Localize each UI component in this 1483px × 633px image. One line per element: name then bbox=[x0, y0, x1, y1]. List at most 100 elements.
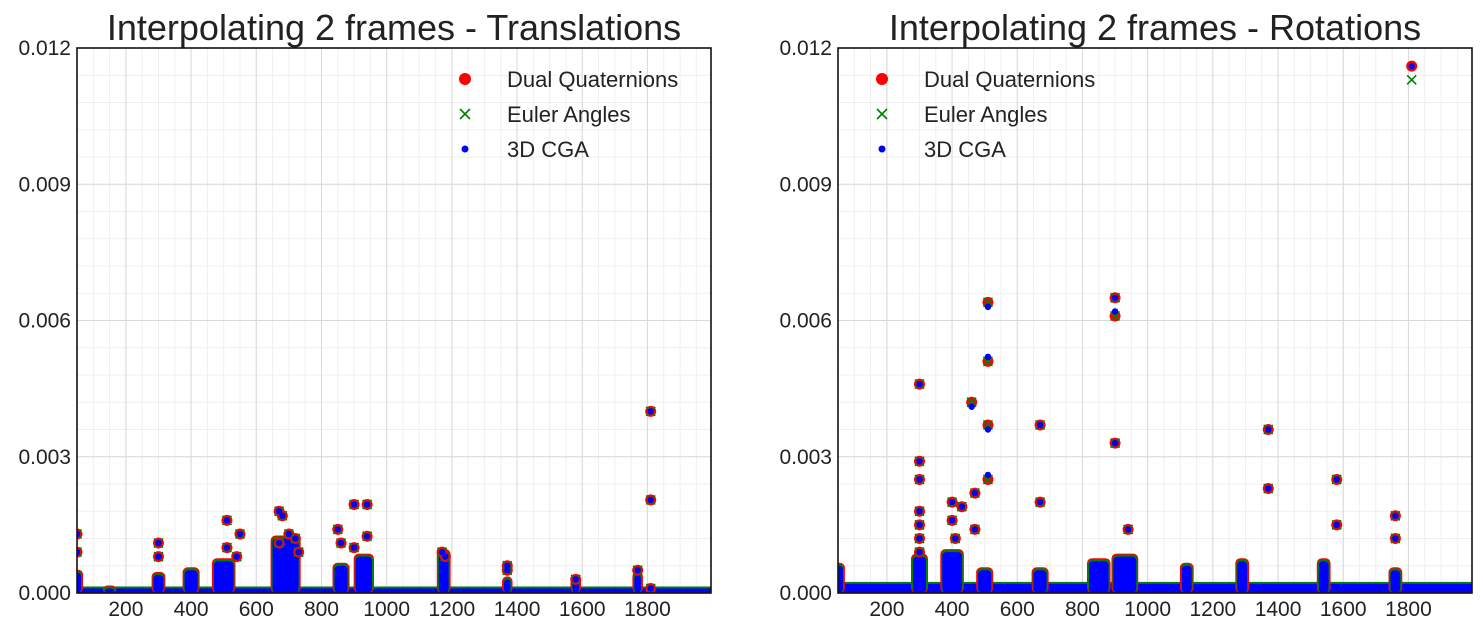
data-points bbox=[913, 60, 1418, 558]
point-3d-cga bbox=[1265, 426, 1272, 433]
point-3d-cga bbox=[292, 535, 299, 542]
point-3d-cga bbox=[958, 503, 966, 510]
point-euler-angles bbox=[77, 528, 83, 540]
y-tick-label: 0.003 bbox=[779, 446, 832, 469]
point-3d-cga bbox=[504, 567, 511, 574]
y-tick-label: 0.000 bbox=[18, 582, 71, 605]
y-tick-label: 0.000 bbox=[779, 582, 832, 605]
cluster-cga bbox=[978, 570, 992, 593]
y-tick-label: 0.012 bbox=[18, 37, 71, 60]
x-tick-label: 600 bbox=[239, 598, 274, 621]
cluster-cga bbox=[213, 561, 234, 593]
translations-panel: Interpolating 2 frames - Translations 20… bbox=[18, 7, 712, 621]
point-3d-cga bbox=[363, 533, 371, 540]
point-3d-cga bbox=[968, 403, 975, 410]
legend-label: Euler Angles bbox=[507, 102, 631, 127]
point-3d-cga bbox=[223, 544, 231, 551]
point-euler-angles bbox=[982, 419, 994, 431]
point-3d-cga bbox=[1265, 485, 1272, 492]
point-3d-cga bbox=[971, 489, 979, 497]
x-tick-label: 1200 bbox=[428, 598, 475, 621]
point-3d-cga bbox=[1036, 498, 1044, 506]
rotations-panel: Interpolating 2 frames - Rotations 200 40… bbox=[779, 7, 1473, 621]
cluster-cga bbox=[912, 556, 927, 593]
point-euler-angles bbox=[77, 547, 83, 558]
point-euler-angles bbox=[982, 297, 994, 308]
y-tick-label: 0.003 bbox=[18, 446, 71, 469]
x-tick-label: 1800 bbox=[1385, 598, 1432, 621]
point-euler-angles bbox=[966, 397, 977, 408]
cluster-cga bbox=[838, 565, 843, 593]
cluster-cga bbox=[438, 552, 449, 593]
y-tick-label: 0.006 bbox=[779, 310, 832, 333]
cluster-cga bbox=[634, 574, 641, 593]
plot-frame bbox=[837, 47, 1473, 594]
cluster-cga bbox=[1390, 570, 1401, 593]
point-3d-cga bbox=[634, 567, 641, 574]
point-3d-cga bbox=[1392, 535, 1399, 542]
x-tick-label: 400 bbox=[935, 598, 970, 621]
point-3d-cga bbox=[916, 458, 923, 465]
point-3d-cga bbox=[350, 501, 358, 508]
chart-title: Interpolating 2 frames - Rotations bbox=[889, 7, 1421, 48]
x-tick-label: 1800 bbox=[624, 598, 671, 621]
point-3d-cga bbox=[984, 353, 992, 361]
point-3d-cga bbox=[1392, 512, 1399, 519]
point-3d-cga bbox=[236, 530, 244, 538]
point-3d-cga bbox=[971, 526, 979, 533]
x-tick-label: 1000 bbox=[1124, 598, 1171, 621]
legend-marker-cga bbox=[461, 145, 469, 153]
legend-marker-dual bbox=[459, 73, 471, 85]
point-3d-cga bbox=[984, 471, 992, 479]
x-tick-label: 1200 bbox=[1189, 598, 1236, 621]
point-3d-cga bbox=[442, 553, 449, 560]
point-3d-cga bbox=[948, 517, 956, 524]
x-tick-label: 200 bbox=[869, 598, 904, 621]
cluster-cga bbox=[355, 556, 372, 593]
point-euler-angles bbox=[1406, 74, 1417, 85]
point-3d-cga bbox=[438, 548, 446, 556]
x-tick-label: 1400 bbox=[1255, 598, 1302, 621]
point-3d-cga bbox=[1036, 421, 1044, 429]
point-3d-cga bbox=[916, 535, 923, 542]
x-tick-label: 1600 bbox=[1320, 598, 1367, 621]
point-3d-cga bbox=[1111, 308, 1119, 315]
point-3d-cga bbox=[647, 496, 654, 504]
plot-frame bbox=[76, 47, 712, 594]
cluster-cga bbox=[153, 574, 164, 593]
cluster-cga bbox=[104, 588, 115, 593]
baseline-band-cga bbox=[77, 588, 711, 593]
cluster-cga bbox=[942, 552, 962, 593]
point-3d-cga bbox=[948, 498, 956, 506]
point-3d-cga bbox=[279, 512, 286, 519]
point-3d-cga bbox=[916, 476, 923, 483]
cluster-cga bbox=[334, 565, 348, 593]
cluster-cga bbox=[1088, 561, 1109, 593]
point-3d-cga bbox=[337, 539, 345, 547]
point-3d-cga bbox=[1408, 62, 1415, 70]
point-3d-cga bbox=[1111, 294, 1119, 301]
y-tick-label: 0.012 bbox=[779, 37, 832, 60]
point-3d-cga bbox=[233, 553, 240, 560]
x-tick-label: 600 bbox=[1000, 598, 1035, 621]
legend-label: Euler Angles bbox=[924, 102, 1048, 127]
point-3d-cga bbox=[984, 303, 992, 311]
point-3d-cga bbox=[1111, 439, 1119, 447]
legend-label: Dual Quaternions bbox=[507, 67, 678, 92]
point-3d-cga bbox=[952, 535, 959, 542]
legend-marker-dual bbox=[876, 73, 888, 85]
point-3d-cga bbox=[275, 539, 283, 547]
cluster-cga bbox=[1113, 556, 1137, 593]
point-euler-angles bbox=[1110, 310, 1121, 322]
x-tick-label: 800 bbox=[1065, 598, 1100, 621]
legend-marker-euler bbox=[459, 108, 471, 120]
y-tick-label: 0.006 bbox=[18, 310, 71, 333]
legend: Dual Quaternions Euler Angles 3D CGA bbox=[459, 67, 678, 162]
cluster-cga bbox=[1033, 570, 1047, 593]
x-tick-label: 800 bbox=[304, 598, 339, 621]
point-3d-cga bbox=[916, 548, 923, 556]
point-euler-angles bbox=[982, 474, 994, 485]
cluster-cga bbox=[1181, 565, 1192, 593]
point-3d-cga bbox=[155, 553, 162, 560]
